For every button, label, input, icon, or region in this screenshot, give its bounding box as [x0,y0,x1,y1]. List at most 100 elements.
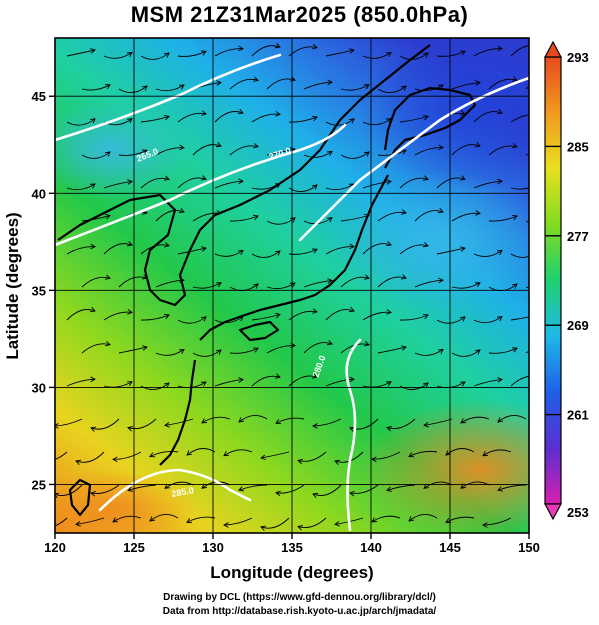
grid [55,38,529,533]
streamline-arrow-69 [252,214,259,221]
streamline-137 [325,378,355,387]
coastline-taiwan [68,478,92,517]
streamline-33 [325,118,355,126]
streamline-arrow-49 [474,141,481,148]
streamline-79 [103,243,133,255]
streamline-arrow-180 [460,483,467,489]
streamline-96 [266,282,296,290]
streamline-arrow-39 [104,151,111,157]
streamline-arrow-100 [438,277,444,284]
streamline-arrow-101 [474,282,481,288]
streamline-37 [473,111,503,123]
streamline-arrow-65 [105,213,111,220]
streamline-171 [127,484,157,491]
streamline-118 [118,346,148,354]
streamline-166 [408,450,438,457]
streamline-arrow-155 [497,417,503,423]
streamline-arrow-138 [385,381,392,387]
streamline-4 [214,48,244,57]
streamline-18 [266,78,296,90]
streamline-arrow-151 [349,426,356,432]
streamline-arrow-27 [126,118,133,124]
coastline-kyushu-honshu [199,174,389,341]
streamline-181 [497,484,527,491]
streamline-arrow-45 [326,150,333,157]
streamline-arrow-20 [363,84,370,90]
streamline-arrow-111 [348,306,355,313]
streamline-61 [399,177,429,189]
streamline-arrow-174 [238,486,245,492]
streamline-arrow-132 [164,382,170,388]
streamline-arrow-116 [534,313,539,318]
streamline-28 [140,115,170,123]
streamline-3 [177,50,207,57]
streamline-arrow-121 [252,347,259,353]
streamline-arrow-19 [327,79,333,86]
streamline-arrow-8 [385,51,392,58]
streamline-arrow-189 [297,525,303,531]
streamline-8 [362,52,392,59]
streamline-91 [81,276,111,288]
streamline-arrow-139 [423,382,429,388]
streamline-188 [260,517,290,529]
streamline-138 [362,381,392,388]
streamline-arrow-172 [164,483,171,489]
coastline-hokkaido [383,86,477,169]
streamline-arrow-89 [496,249,503,256]
colorbar-bottom-arrow [544,503,562,521]
streamline-31 [251,113,281,123]
streamline-arrow-91 [105,274,111,280]
streamline-147 [201,416,231,424]
streamline-arrow-50 [512,142,518,149]
streamline-arrow-64 [534,184,539,188]
streamline-182 [55,517,68,527]
streamline-1 [103,51,133,59]
streamline-arrow-124 [364,340,370,347]
streamline-arrow-149 [275,418,282,424]
streamline-arrow-94 [215,282,222,288]
streamline-86 [362,243,392,255]
streamline-99 [377,276,407,288]
streamline-arrow-128 [511,347,518,353]
streamline-arrow-114 [459,316,466,322]
streamline-26 [66,118,96,126]
y-tick-label-1: 30 [32,380,46,395]
coastline-shikoku [238,320,280,342]
streamline-49 [451,144,481,156]
wind-streamlines [55,42,539,531]
colorbar-ticks: 293 285 277 269 261 253 [545,50,589,520]
streamline-arrow-173 [201,483,208,489]
streamline-111 [325,309,355,321]
streamline-arrow-58 [312,184,318,190]
streamline-76 [488,215,518,222]
streamline-83 [251,250,281,258]
streamline-50 [488,145,518,156]
streamline-159 [149,450,179,458]
streamline-arrow-24 [512,76,518,82]
streamline-74 [414,210,444,222]
streamline-arrow-26 [89,118,96,124]
streamline-arrow-140 [459,381,466,387]
streamline-184 [112,515,142,523]
streamline-19 [303,81,333,90]
coastline-korea-china [57,44,431,307]
streamline-arrow-147 [201,418,208,424]
streamline-arrow-12 [534,43,539,47]
streamline-arrow-157 [75,459,82,465]
streamline-arrow-88 [460,246,466,252]
streamline-arrow-16 [216,80,222,86]
streamline-114 [436,316,466,324]
streamline-arrow-43 [253,142,259,149]
streamline-126 [414,349,444,356]
streamline-94 [192,282,222,289]
streamline-148 [238,415,268,423]
streamline-arrow-109 [275,312,281,319]
streamline-155 [497,415,527,423]
streamline-arrow-177 [349,490,355,497]
streamline-arrow-150 [312,423,318,429]
streamline-105 [103,311,133,321]
streamline-142 [510,375,529,387]
streamline-17 [229,78,259,90]
streamline-arrow-168 [482,451,489,457]
streamline-43 [229,145,259,156]
